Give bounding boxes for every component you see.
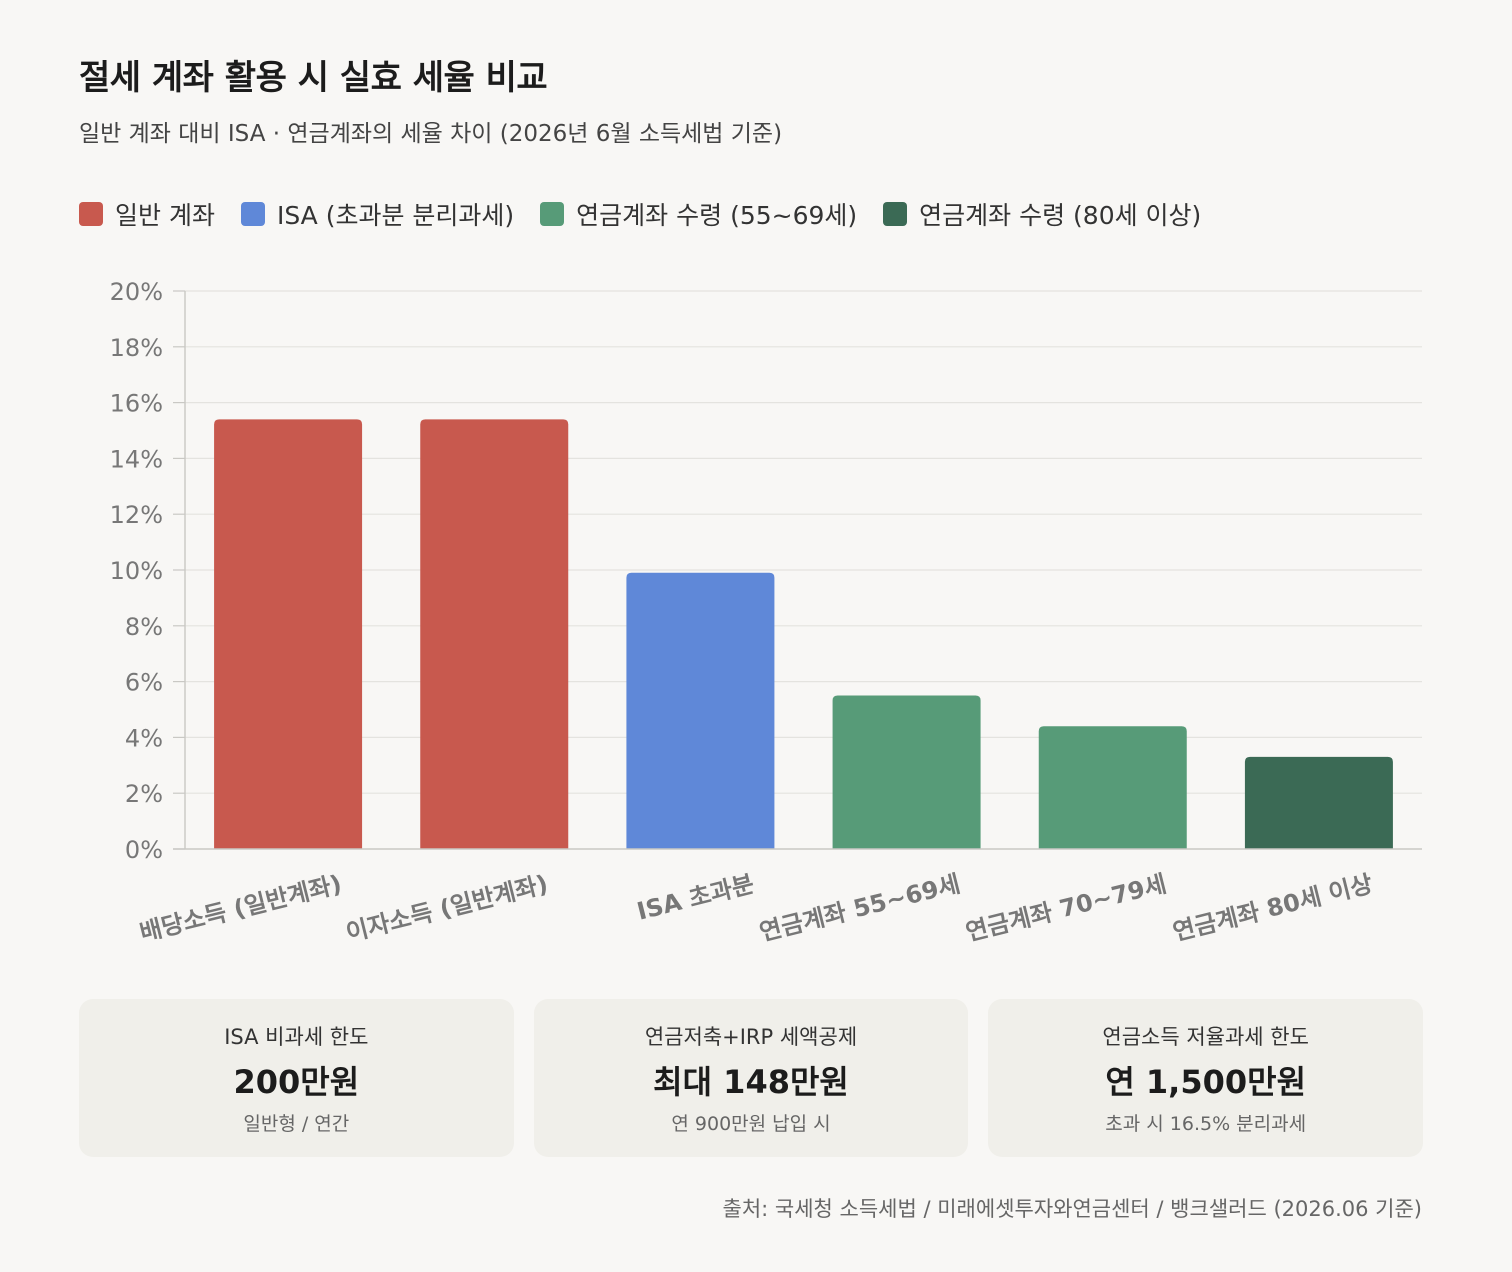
legend-item-pension-80: 연금계좌 수령 (80세 이상) <box>883 196 1201 232</box>
bar <box>626 572 775 849</box>
x-tick-label: 연금계좌 55~69세 <box>757 870 963 947</box>
bar-chart: 0% 2% 4% 6% 8% 10% 12% 14% 16% 18% 20% 배당소득 (일반계좌)이… <box>110 278 1422 947</box>
legend-item-general: 일반 계좌 <box>79 196 215 232</box>
card-value: 최대 148만원 <box>653 1062 849 1101</box>
bar <box>832 695 981 849</box>
legend: 일반 계좌 ISA (초과분 분리과세) 연금계좌 수령 (55~69세) 연금… <box>79 196 1201 232</box>
x-tick-label: 이자소득 (일반계좌) <box>343 870 551 947</box>
chart-subtitle: 일반 계좌 대비 ISA · 연금계좌의 세율 차이 (2026년 6월 소득세… <box>79 121 783 147</box>
x-tick-label: ISA 초과분 <box>634 870 757 926</box>
legend-label-pension-55-69: 연금계좌 수령 (55~69세) <box>576 201 858 230</box>
y-tick-label: 18% <box>110 334 163 362</box>
y-tick-label: 8% <box>125 613 163 641</box>
y-tick-label: 4% <box>125 724 163 752</box>
legend-item-isa: ISA (초과분 분리과세) <box>240 196 515 232</box>
legend-label-isa: ISA (초과분 분리과세) <box>276 201 515 230</box>
y-tick-label: 14% <box>110 445 163 473</box>
card-note: 일반형 / 연간 <box>243 1112 350 1135</box>
summary-cards: ISA 비과세 한도 200만원 일반형 / 연간 연금저축+IRP 세액공제 … <box>79 999 1424 1157</box>
chart-title: 절세 계좌 활용 시 실효 세율 비교 <box>79 58 548 98</box>
card-pension-limit: 연금소득 저율과세 한도 연 1,500만원 초과 시 16.5% 분리과세 <box>988 999 1424 1157</box>
x-tick-label: 배당소득 (일반계좌) <box>137 870 345 947</box>
card-isa-limit: ISA 비과세 한도 200만원 일반형 / 연간 <box>79 999 514 1157</box>
y-tick-label: 2% <box>125 780 163 808</box>
legend-label-pension-80: 연금계좌 수령 (80세 이상) <box>919 201 1202 230</box>
card-label: 연금소득 저율과세 한도 <box>1102 1024 1309 1049</box>
x-tick-label: 연금계좌 80세 이상 <box>1170 870 1375 947</box>
source-note: 출처: 국세청 소득세법 / 미래에셋투자와연금센터 / 뱅크샐러드 (2026… <box>722 1197 1423 1221</box>
bar <box>214 419 363 849</box>
x-tick-label: 연금계좌 70~79세 <box>963 870 1169 947</box>
legend-swatch-pension-80 <box>883 202 908 226</box>
y-tick-label: 20% <box>110 278 163 306</box>
card-note: 연 900만원 납입 시 <box>671 1112 831 1135</box>
card-label: 연금저축+IRP 세액공제 <box>644 1024 858 1049</box>
legend-item-pension-55-69: 연금계좌 수령 (55~69세) <box>540 196 857 232</box>
legend-swatch-general <box>79 202 103 226</box>
legend-label-general: 일반 계좌 <box>115 201 215 230</box>
bar <box>1038 726 1187 849</box>
card-label: ISA 비과세 한도 <box>224 1024 369 1049</box>
y-tick-label: 6% <box>125 669 163 697</box>
legend-swatch-isa <box>240 202 265 226</box>
bar <box>420 419 569 849</box>
bar <box>1244 756 1393 849</box>
card-tax-credit: 연금저축+IRP 세액공제 최대 148만원 연 900만원 납입 시 <box>533 999 969 1157</box>
y-tick-label: 0% <box>125 836 163 864</box>
card-value: 200만원 <box>233 1062 360 1101</box>
legend-swatch-pension-55-69 <box>540 202 565 226</box>
y-tick-label: 16% <box>110 390 163 418</box>
y-tick-label: 10% <box>110 557 163 585</box>
card-note: 초과 시 16.5% 분리과세 <box>1105 1112 1307 1135</box>
card-value: 연 1,500만원 <box>1105 1062 1307 1101</box>
y-tick-label: 12% <box>110 501 163 529</box>
